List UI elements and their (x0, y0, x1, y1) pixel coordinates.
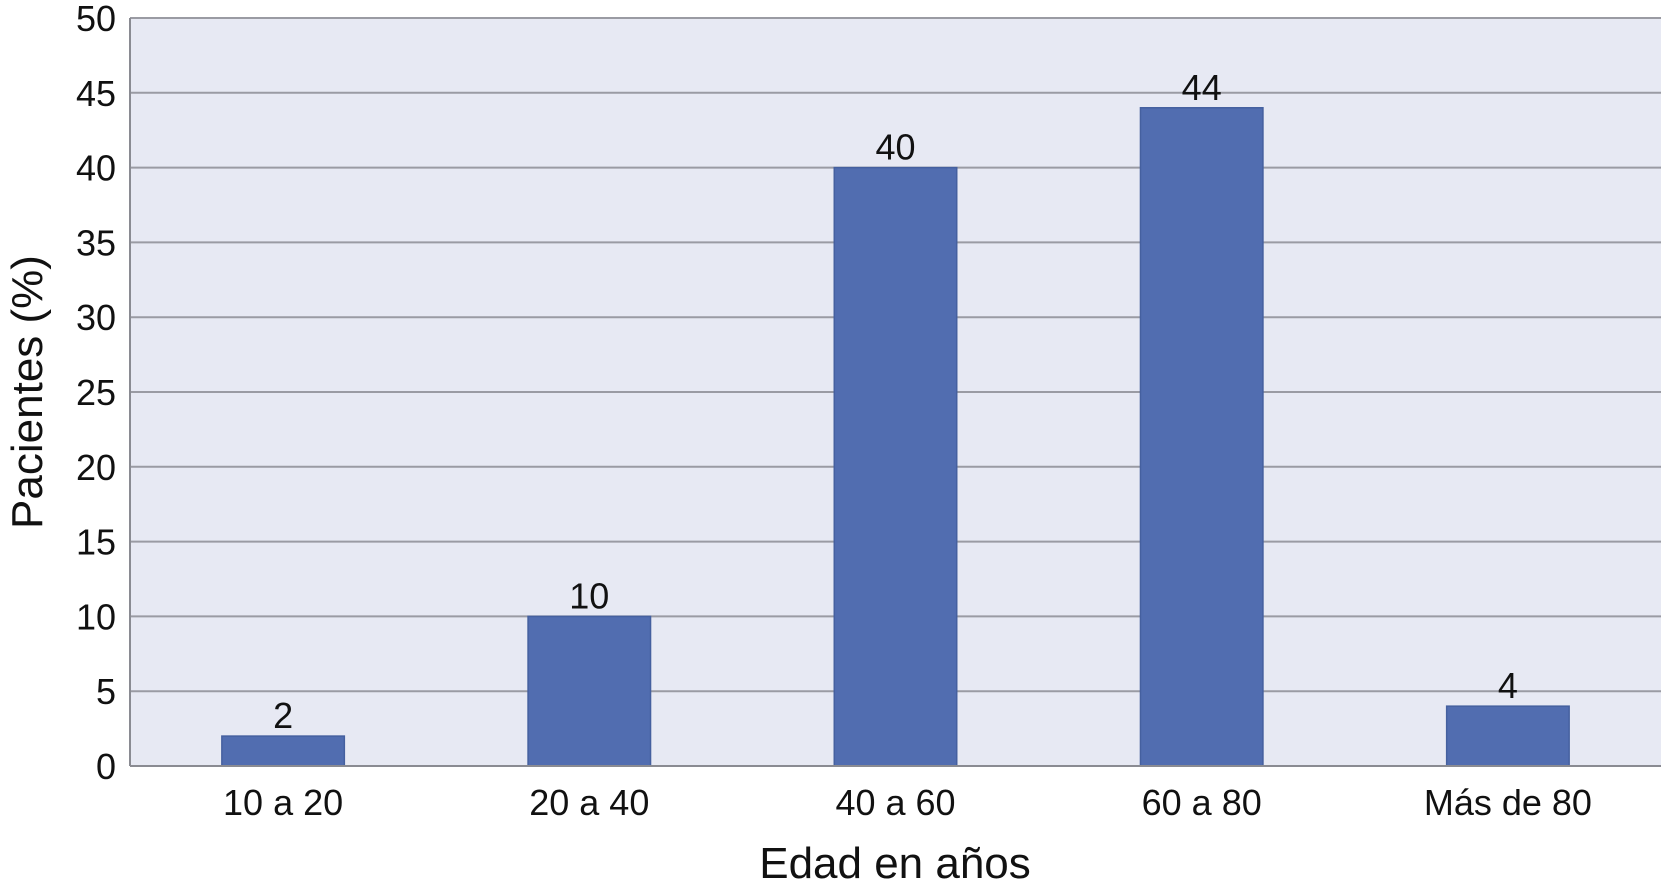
data-label: 10 (569, 575, 609, 616)
y-tick-label: 20 (76, 447, 116, 488)
y-tick-label: 45 (76, 73, 116, 114)
y-tick-label: 15 (76, 522, 116, 563)
y-axis-title: Pacientes (%) (3, 255, 52, 529)
y-tick-label: 30 (76, 297, 116, 338)
x-tick-label: 20 a 40 (529, 782, 649, 823)
x-tick-label: 40 a 60 (835, 782, 955, 823)
y-tick-label: 5 (96, 671, 116, 712)
y-tick-labels: 0 5 10 15 20 25 30 35 40 45 50 (76, 0, 116, 787)
data-label: 2 (273, 695, 293, 736)
x-tick-labels: 10 a 20 20 a 40 40 a 60 60 a 80 Más de 80 (223, 782, 1592, 823)
bar (527, 615, 652, 767)
y-tick-label: 0 (96, 746, 116, 787)
y-tick-label: 50 (76, 0, 116, 39)
data-label: 4 (1498, 665, 1518, 706)
data-label: 44 (1182, 67, 1222, 108)
x-tick-label: 60 a 80 (1142, 782, 1262, 823)
x-tick-label: 10 a 20 (223, 782, 343, 823)
y-tick-label: 10 (76, 596, 116, 637)
y-tick-label: 25 (76, 372, 116, 413)
bar (1139, 107, 1264, 767)
bar (221, 735, 346, 767)
x-tick-label: Más de 80 (1424, 782, 1592, 823)
y-tick-label: 35 (76, 222, 116, 263)
x-axis-title: Edad en años (759, 839, 1031, 888)
bar (833, 166, 958, 767)
bar (1445, 705, 1570, 767)
data-label: 40 (875, 127, 915, 168)
y-tick-label: 40 (76, 148, 116, 189)
